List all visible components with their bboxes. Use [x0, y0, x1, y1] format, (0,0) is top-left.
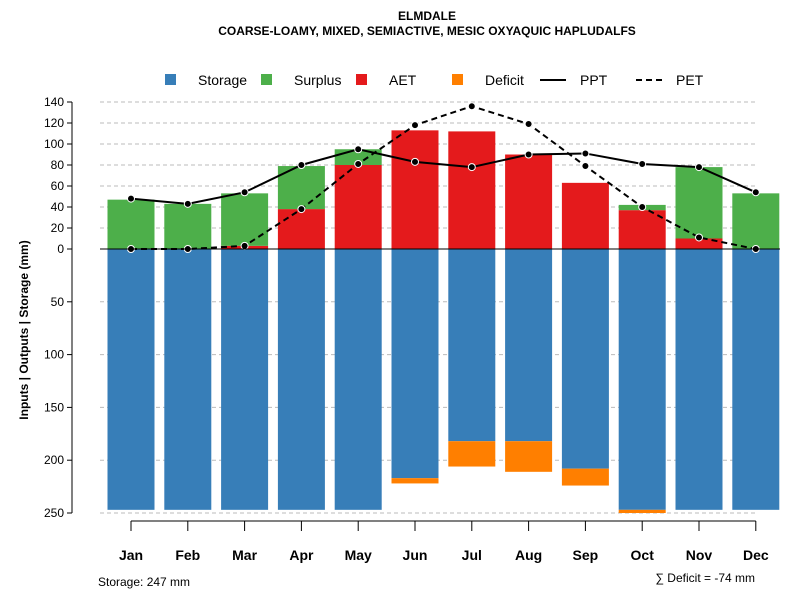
storage-bar-jul	[448, 249, 496, 442]
x-tick-label-oct: Oct	[631, 547, 655, 563]
aet-bar-sep	[561, 182, 609, 249]
y-tick-label: 140	[44, 95, 64, 109]
y-tick-label: 50	[51, 295, 65, 309]
y-tick-label: 250	[44, 506, 64, 520]
bars	[107, 130, 780, 513]
y-axis-label: Inputs | Outputs | Storage (mm)	[17, 240, 31, 419]
chart-title: ELMDALE	[398, 9, 456, 23]
y-tick-label: 40	[51, 200, 65, 214]
x-tick-label-nov: Nov	[686, 547, 713, 563]
x-tick-label-may: May	[345, 547, 372, 563]
surplus-bar-feb	[164, 203, 212, 249]
axes: 0 20 40 60 80 100 120 140 50 100 150 200 250 Jan Feb Ma…	[44, 95, 780, 563]
storage-bar-jan	[107, 249, 155, 510]
aet-bar-jun	[391, 130, 439, 249]
surplus-bar-dec	[732, 193, 780, 249]
storage-bar-nov	[675, 249, 723, 510]
legend-label-ppt: PPT	[580, 72, 608, 88]
ppt-point-nov	[695, 163, 703, 172]
legend-swatch-deficit	[452, 74, 463, 85]
deficit-bar-oct	[618, 509, 666, 513]
x-tick-label-jul: Jul	[462, 547, 482, 563]
pet-point-nov	[695, 233, 703, 242]
y-tick-label: 200	[44, 453, 64, 467]
storage-bar-apr	[277, 249, 325, 510]
x-tick-label-jun: Jun	[403, 547, 428, 563]
lines	[127, 102, 760, 253]
ppt-point-jan	[127, 194, 135, 203]
y-tick-label: 150	[44, 400, 64, 414]
aet-bar-may	[334, 165, 382, 249]
storage-bar-aug	[505, 249, 553, 442]
deficit-bar-jul	[448, 441, 496, 467]
x-tick-label-mar: Mar	[232, 547, 257, 563]
deficit-total-note: ∑ Deficit = -74 mm	[655, 571, 755, 585]
x-tick-label-dec: Dec	[743, 547, 769, 563]
ppt-point-dec	[751, 188, 760, 197]
deficit-bar-sep	[561, 468, 609, 486]
ppt-point-jul	[467, 163, 476, 172]
ppt-point-apr	[297, 161, 306, 169]
deficit-bar-aug	[505, 441, 553, 472]
surplus-bar-mar	[221, 193, 269, 246]
ppt-point-aug	[524, 150, 533, 159]
chart-subtitle: COARSE-LOAMY, MIXED, SEMIACTIVE, MESIC O…	[218, 24, 636, 38]
y-tick-label: 0	[57, 242, 64, 256]
legend-label-storage: Storage	[198, 72, 247, 88]
legend-label-deficit: Deficit	[485, 72, 524, 88]
x-tick-label-sep: Sep	[573, 547, 599, 563]
y-tick-label: 20	[51, 221, 65, 235]
ppt-point-oct	[638, 159, 647, 168]
aet-bar-nov	[675, 238, 723, 249]
pet-point-jun	[411, 121, 419, 130]
x-tick-label-apr: Apr	[289, 547, 314, 563]
aet-bar-apr	[277, 209, 325, 249]
pet-line	[131, 105, 756, 250]
ppt-point-sep	[581, 149, 590, 158]
storage-total-note: Storage: 247 mm	[98, 575, 190, 589]
y-tick-label: 100	[44, 137, 64, 151]
y-tick-label: 60	[51, 179, 65, 193]
ppt-point-may	[354, 145, 363, 154]
legend-swatch-surplus	[261, 74, 272, 85]
legend-swatch-aet	[356, 74, 367, 85]
pet-point-aug	[524, 120, 533, 129]
pet-point-sep	[581, 162, 590, 171]
ppt-line	[130, 148, 757, 205]
ppt-point-jun	[411, 157, 419, 166]
aet-bar-jul	[448, 131, 496, 249]
aet-bar-aug	[505, 154, 553, 249]
pet-point-oct	[638, 203, 647, 211]
pet-point-apr	[297, 205, 306, 214]
storage-bar-dec	[732, 249, 780, 510]
deficit-bar-jun	[391, 478, 439, 484]
y-tick-label: 120	[44, 116, 64, 130]
storage-bar-oct	[618, 249, 666, 510]
storage-bar-may	[334, 249, 382, 510]
legend-swatch-storage	[165, 74, 176, 85]
pet-point-mar	[240, 241, 249, 250]
surplus-bar-nov	[675, 167, 723, 239]
legend-label-surplus: Surplus	[294, 72, 341, 88]
pet-point-may	[354, 159, 363, 168]
y-tick-label: 100	[44, 348, 64, 362]
storage-bar-feb	[164, 249, 212, 510]
legend-label-aet: AET	[389, 72, 417, 88]
aet-bar-oct	[618, 210, 666, 249]
surplus-bar-jan	[107, 199, 155, 249]
x-tick-label-feb: Feb	[175, 547, 200, 563]
ppt-point-feb	[183, 199, 192, 208]
y-tick-label: 80	[51, 158, 65, 172]
legend: Storage Surplus AET Deficit PPT PET	[165, 72, 704, 88]
storage-bar-jun	[391, 249, 439, 479]
x-tick-label-jan: Jan	[119, 547, 143, 563]
ppt-point-mar	[240, 188, 249, 197]
x-tick-label-aug: Aug	[515, 547, 542, 563]
pet-point-jul	[467, 102, 476, 111]
legend-label-pet: PET	[676, 72, 704, 88]
storage-bar-mar	[221, 249, 269, 510]
storage-bar-sep	[561, 249, 609, 469]
